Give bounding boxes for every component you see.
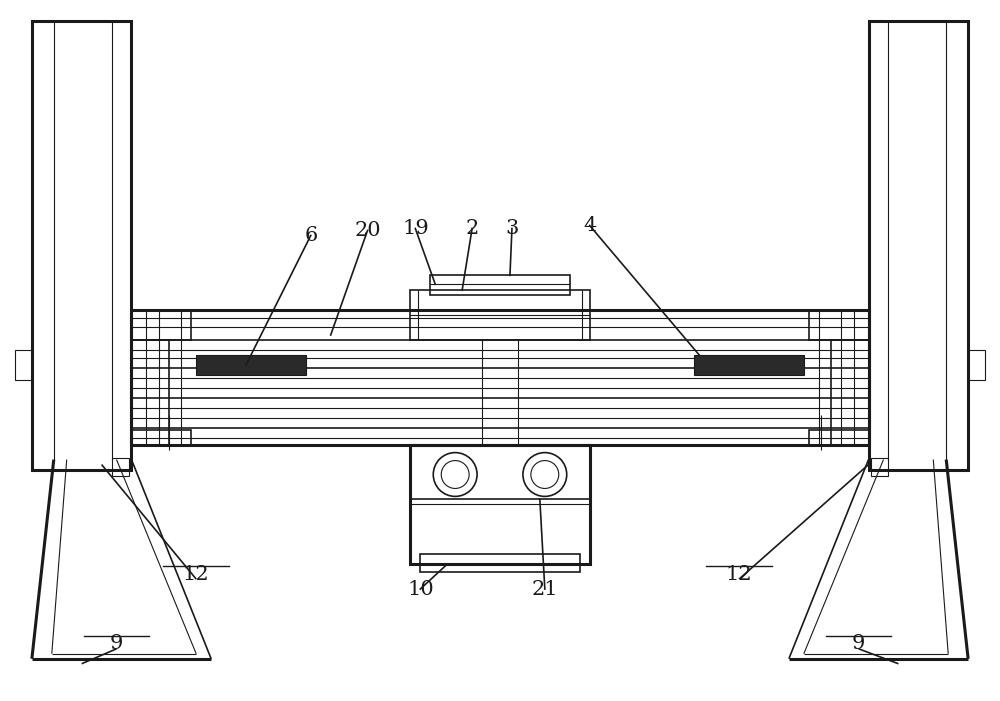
Bar [131,430,191,444]
Text: 21: 21 [532,580,558,599]
Bar [869,21,968,470]
Bar [196,355,306,375]
Text: 12: 12 [726,564,752,584]
Bar [131,310,191,340]
Text: 2: 2 [465,219,479,238]
Bar [112,458,129,475]
Circle shape [433,453,477,496]
Text: 10: 10 [407,580,434,599]
Circle shape [523,453,567,496]
Bar [410,444,590,564]
Text: 4: 4 [583,216,596,235]
Text: 3: 3 [505,219,519,238]
Bar [809,430,869,444]
Text: 12: 12 [183,564,210,584]
Bar [131,340,169,444]
Text: 9: 9 [852,634,865,653]
Bar [131,310,869,444]
Bar [871,458,888,475]
Bar [831,340,869,444]
Text: 20: 20 [354,221,381,240]
Bar [430,275,570,295]
Bar [809,310,869,340]
Bar [694,355,804,375]
Bar [410,290,590,340]
Bar [420,554,580,572]
Text: 19: 19 [402,219,429,238]
Bar [32,21,131,470]
Bar [968,350,985,380]
Text: 6: 6 [304,226,317,245]
Bar [15,350,32,380]
Text: 9: 9 [110,634,123,653]
